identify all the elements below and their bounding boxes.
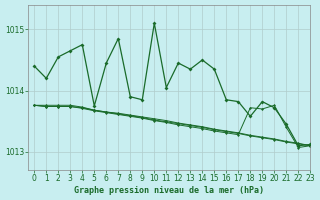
X-axis label: Graphe pression niveau de la mer (hPa): Graphe pression niveau de la mer (hPa) bbox=[74, 186, 264, 195]
